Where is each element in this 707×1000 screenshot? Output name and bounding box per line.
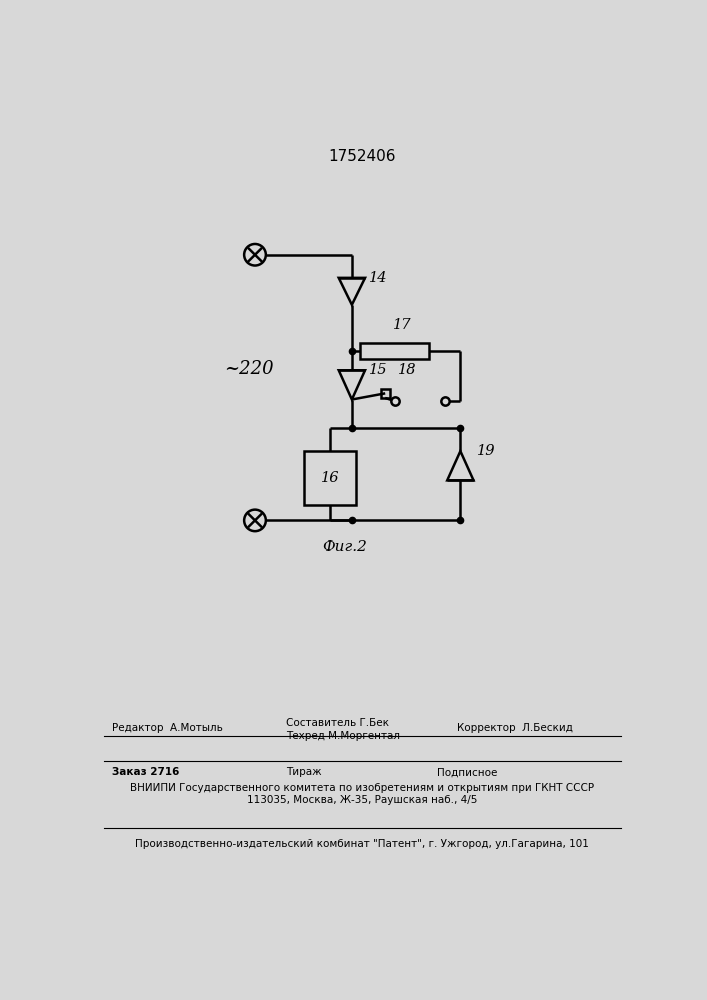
Bar bbox=[360, 343, 429, 359]
Text: Заказ 2716: Заказ 2716 bbox=[112, 767, 179, 777]
Text: Фиг.2: Фиг.2 bbox=[322, 540, 366, 554]
Text: Корректор  Л.Бескид: Корректор Л.Бескид bbox=[457, 723, 573, 733]
Text: Техред М.Моргентал: Техред М.Моргентал bbox=[286, 731, 400, 741]
Text: ВНИИПИ Государственного комитета по изобретениям и открытиям при ГКНТ СССР: ВНИИПИ Государственного комитета по изоб… bbox=[130, 783, 594, 793]
Text: Составитель Г.Бек: Составитель Г.Бек bbox=[286, 718, 389, 728]
Text: 1752406: 1752406 bbox=[328, 149, 396, 164]
Text: Подписное: Подписное bbox=[437, 767, 498, 777]
Bar bbox=[304, 451, 356, 505]
Text: 14: 14 bbox=[369, 271, 387, 285]
Text: 19: 19 bbox=[477, 444, 496, 458]
Text: 113035, Москва, Ж-35, Раушская наб., 4/5: 113035, Москва, Ж-35, Раушская наб., 4/5 bbox=[247, 795, 477, 805]
Text: Редактор  А.Мотыль: Редактор А.Мотыль bbox=[112, 723, 223, 733]
Text: Тираж: Тираж bbox=[286, 767, 322, 777]
Text: ~220: ~220 bbox=[224, 360, 274, 378]
Text: 18: 18 bbox=[398, 363, 417, 377]
Text: 16: 16 bbox=[320, 471, 339, 485]
Text: 17: 17 bbox=[393, 318, 411, 332]
Text: Производственно-издательский комбинат "Патент", г. Ужгород, ул.Гагарина, 101: Производственно-издательский комбинат "П… bbox=[135, 839, 589, 849]
Text: 15: 15 bbox=[369, 363, 387, 377]
Bar bbox=[380, 389, 390, 398]
